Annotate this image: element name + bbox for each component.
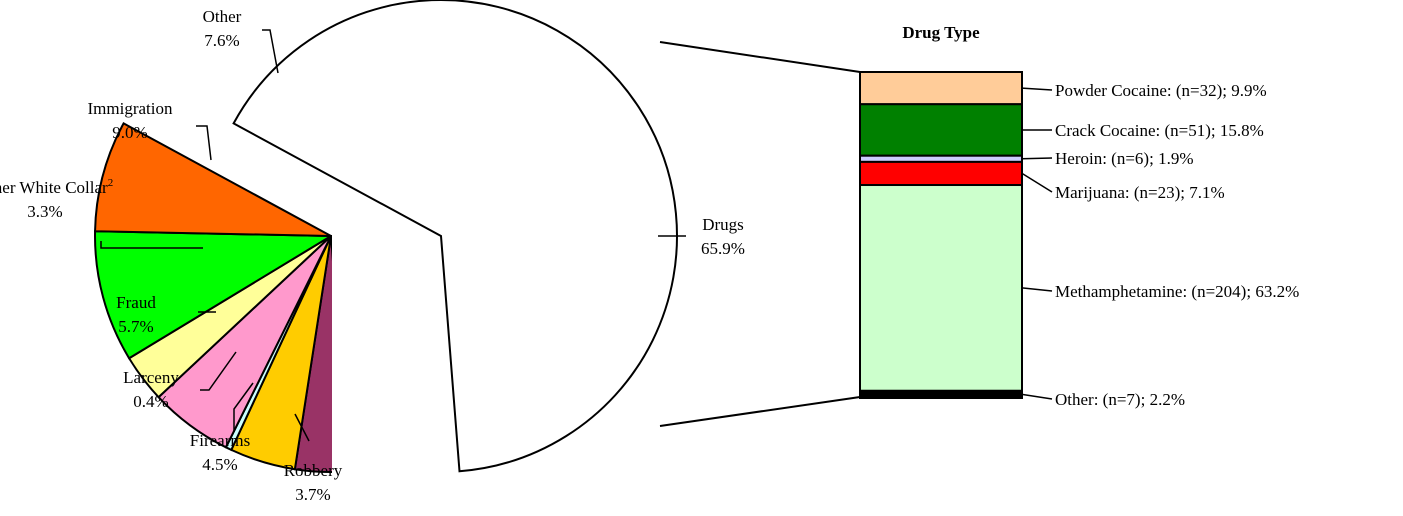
bar-leader-other	[1021, 393, 1053, 400]
connector-bottom	[659, 396, 861, 427]
pie-label-footnote: 2	[108, 177, 114, 189]
pie-value-immigration: 9.0%	[112, 123, 147, 142]
bar-leader-powder-cocaine	[1021, 87, 1053, 91]
pie-value-drugs: 65.9%	[701, 239, 745, 258]
pie-bar-connectors	[659, 41, 861, 427]
bar-leader-heroin	[1021, 157, 1053, 160]
pie-value-firearms: 4.5%	[202, 455, 237, 474]
bar-leader-marijuana	[1021, 172, 1053, 193]
offense-pie: Drugs 65.9% Robbery 3.7% Firearms 4.5% Larceny…	[0, 0, 745, 504]
pie-value-other-white-collar: 3.3%	[27, 202, 62, 221]
pie-label-drugs: Drugs	[702, 215, 744, 234]
pie-leader-firearms	[233, 382, 254, 432]
bar-label-marijuana: Marijuana: (n=23); 7.1%	[1055, 183, 1225, 202]
pie-label-immigration: Immigration	[88, 99, 173, 118]
bar-leader-methamphetamine	[1021, 287, 1053, 292]
drug-type-bar: Drug Type Powder Cocaine: (n=32); 9.9% Cr…	[859, 23, 1299, 409]
bar-segment-powder-cocaine	[859, 71, 1023, 106]
pie-leader-other-white-collar	[100, 241, 203, 249]
bar-label-powder-cocaine: Powder Cocaine: (n=32); 9.9%	[1055, 81, 1267, 100]
bar-label-crack-cocaine: Crack Cocaine: (n=51); 15.8%	[1055, 121, 1264, 140]
pie-value-fraud: 5.7%	[118, 317, 153, 336]
pie-leader-other	[262, 29, 279, 74]
bar-label-heroin: Heroin: (n=6); 1.9%	[1055, 149, 1193, 168]
bar-title: Drug Type	[902, 23, 980, 42]
pie-slice-drugs	[232, 0, 678, 473]
pie-value-larceny: 0.4%	[133, 392, 168, 411]
pie-slice-immigration	[94, 230, 332, 360]
bar-segment-crack-cocaine	[859, 103, 1023, 157]
pie-label-other-white-collar: Other White Collar2	[0, 177, 113, 197]
pie-slice-other	[94, 122, 332, 237]
pie-label-robbery: Robbery	[284, 461, 343, 480]
connector-top	[659, 41, 861, 73]
pie-leader-larceny	[200, 351, 237, 391]
bar-segment-methamphetamine	[859, 184, 1023, 392]
pie-label-other: Other	[203, 7, 242, 26]
pie-label-fraud: Fraud	[116, 293, 156, 312]
pie-leader-immigration	[196, 125, 212, 161]
bar-segment-other	[859, 389, 1023, 399]
pie-value-other: 7.6%	[204, 31, 239, 50]
small-slices-group	[94, 122, 332, 473]
pie-value-robbery: 3.7%	[295, 485, 330, 504]
pie-leader-robbery	[294, 413, 310, 442]
bar-segment-marijuana	[859, 160, 1023, 187]
bar-label-other: Other: (n=7); 2.2%	[1055, 390, 1185, 409]
pie-label-firearms: Firearms	[190, 431, 250, 450]
bar-label-methamphetamine: Methamphetamine: (n=204); 63.2%	[1055, 282, 1299, 301]
pie-label-larceny: Larceny	[123, 368, 179, 387]
